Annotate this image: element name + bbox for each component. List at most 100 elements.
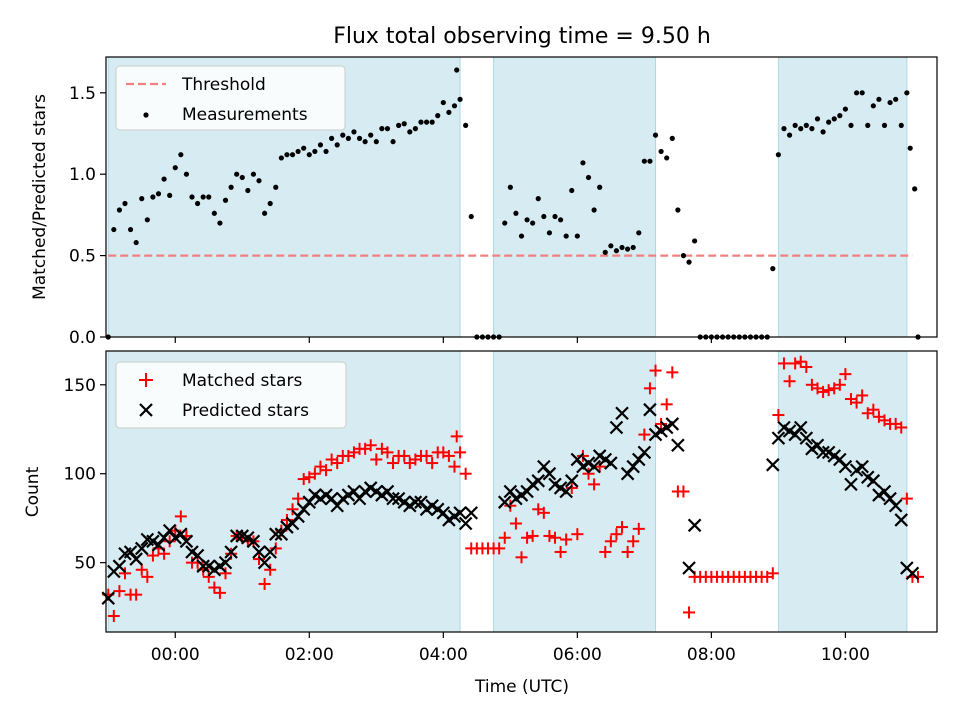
matched-star-point xyxy=(258,577,271,590)
measurement-point xyxy=(781,126,787,132)
bottom-xlabel: Time (UTC) xyxy=(474,677,569,697)
matched-star-point xyxy=(822,384,835,397)
measurement-point xyxy=(306,152,312,158)
measurement-point xyxy=(139,196,145,202)
matched-star-point xyxy=(141,570,154,583)
matched-star-point xyxy=(839,368,852,381)
matched-star-point xyxy=(169,524,182,537)
measurement-point xyxy=(881,122,888,128)
matched-star-point xyxy=(833,378,846,391)
measurement-point xyxy=(530,220,536,226)
predicted-star-point xyxy=(134,541,149,556)
measurement-point xyxy=(541,213,547,220)
predicted-star-point xyxy=(408,495,423,509)
measurement-point xyxy=(557,217,564,223)
y-tick-label: 0.5 xyxy=(69,247,96,267)
matched-star-point xyxy=(219,567,232,580)
matched-star-point xyxy=(135,563,148,576)
predicted-star-point xyxy=(101,591,116,605)
matched-star-point xyxy=(253,553,266,566)
bottom-ylabel: Count xyxy=(23,466,43,517)
top-axis-ticks: 0.0 0.5 1.0 1.5 xyxy=(69,84,847,348)
matched-star-point xyxy=(912,570,925,583)
predicted-star-point xyxy=(671,438,685,453)
measurement-point xyxy=(312,148,318,155)
measurement-point xyxy=(301,145,307,151)
predicted-star-point xyxy=(252,545,266,559)
predicted-star-point xyxy=(179,534,194,549)
measurement-point xyxy=(692,238,698,244)
matched-star-point xyxy=(543,529,556,542)
matched-star-point xyxy=(537,506,550,519)
measurement-point xyxy=(912,186,918,192)
matched-star-point xyxy=(588,478,601,491)
predicted-star-point xyxy=(643,402,657,417)
measurement-point xyxy=(161,176,167,182)
measurement-point xyxy=(468,213,474,220)
x-tick-label: 10:00 xyxy=(821,645,870,665)
measurement-point xyxy=(379,126,385,132)
matched-star-point xyxy=(794,355,807,368)
predicted-star-point xyxy=(257,555,272,570)
matched-star-point xyxy=(208,581,221,594)
measurement-point xyxy=(636,230,642,236)
matched-star-point xyxy=(364,439,377,452)
matched-star-point xyxy=(554,545,567,558)
x-tick-label: 04:00 xyxy=(419,645,468,665)
predicted-star-point xyxy=(687,518,702,533)
predicted-star-point xyxy=(263,545,277,559)
measurement-point xyxy=(457,96,463,102)
measurement-point xyxy=(814,116,821,122)
measurement-point xyxy=(133,239,139,246)
measurement-point xyxy=(809,126,815,132)
predicted-star-point xyxy=(386,491,400,506)
x-tick-label: 06:00 xyxy=(553,645,602,665)
measurement-point xyxy=(183,171,190,177)
matched-star-point xyxy=(900,492,913,505)
measurement-point xyxy=(630,244,636,251)
predicted-star-point xyxy=(816,445,830,460)
matched-star-point xyxy=(683,606,696,619)
legend-threshold-label: Threshold xyxy=(181,75,266,95)
matched-star-point xyxy=(655,417,668,430)
legend-predicted-label: Predicted stars xyxy=(182,401,309,421)
measurement-point xyxy=(127,226,134,233)
measurement-point xyxy=(412,126,418,132)
matched-star-point xyxy=(320,464,333,477)
measurement-point xyxy=(362,139,368,145)
measurement-point xyxy=(451,103,458,109)
measurement-point xyxy=(122,200,128,207)
matched-star-point xyxy=(766,567,779,580)
measurement-point xyxy=(150,194,156,200)
predicted-star-point xyxy=(542,466,557,481)
predicted-stars-points xyxy=(101,402,920,605)
matched-star-point xyxy=(107,609,120,622)
matched-star-point xyxy=(292,492,305,505)
measurement-point xyxy=(518,233,525,239)
measurement-point xyxy=(267,200,273,207)
measurement-point xyxy=(826,119,832,125)
matched-star-point xyxy=(459,467,472,480)
matched-star-point xyxy=(308,467,321,480)
predicted-star-point xyxy=(246,534,261,549)
measurement-point xyxy=(429,119,435,125)
matched-star-point xyxy=(118,567,131,580)
matched-star-point xyxy=(420,449,433,462)
measurement-point xyxy=(329,135,335,141)
y-tick-label: 1.0 xyxy=(69,165,96,185)
measurement-point xyxy=(625,246,631,252)
top-legend: Threshold Measurements xyxy=(115,65,346,131)
predicted-star-point xyxy=(637,445,652,460)
legend-matched-swatch xyxy=(139,373,153,387)
matched-star-point xyxy=(627,535,640,548)
measurement-point xyxy=(686,259,692,265)
measurement-point xyxy=(423,119,430,125)
measurement-point xyxy=(340,132,346,138)
matched-star-point xyxy=(593,460,606,473)
measurement-point xyxy=(234,171,240,177)
measurement-point xyxy=(569,187,575,194)
y-tick-label: 0.0 xyxy=(69,328,96,348)
measurement-point xyxy=(535,196,541,202)
measurement-point xyxy=(155,191,162,197)
measurement-point xyxy=(831,116,837,122)
